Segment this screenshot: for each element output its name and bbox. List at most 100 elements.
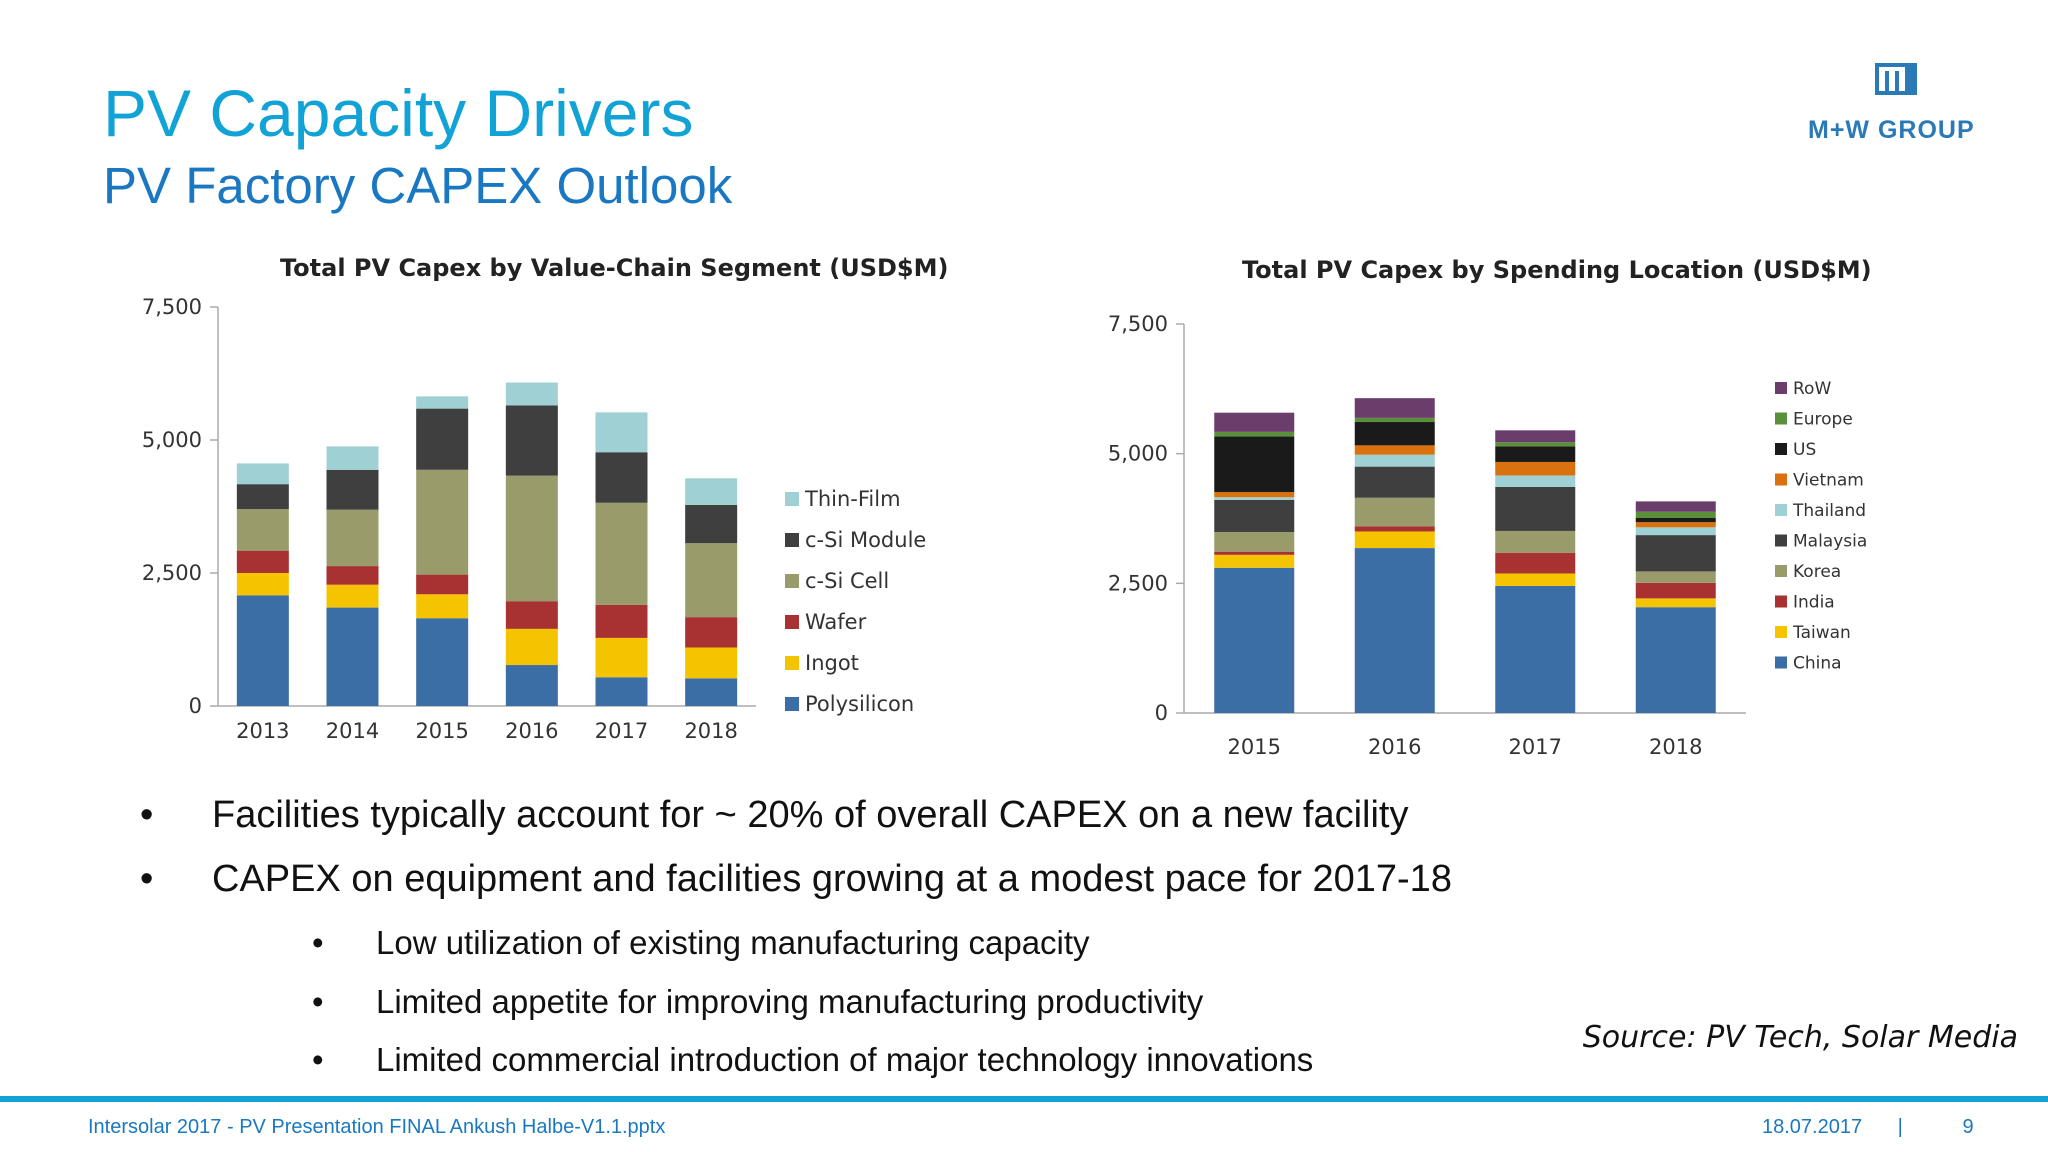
x-tick-label: 2013 (236, 719, 289, 743)
legend-swatch (1775, 443, 1787, 455)
bar-segment (236, 595, 289, 706)
bar-segment (326, 607, 379, 706)
bar-segment (685, 478, 738, 505)
bar-segment (236, 550, 289, 573)
bar-segment (1635, 607, 1716, 713)
bullet-text: Limited appetite for improving manufactu… (376, 983, 1204, 1020)
x-tick-label: 2016 (505, 719, 558, 743)
bar-segment (1354, 417, 1435, 423)
y-tick-label: 7,500 (142, 295, 202, 319)
bar-segment (1354, 526, 1435, 532)
legend-swatch (1775, 595, 1787, 608)
x-tick-label: 2015 (1228, 735, 1281, 759)
legend-swatch (1775, 473, 1787, 486)
bar-segment (595, 637, 648, 678)
bar-segment (505, 665, 558, 706)
bar-segment (236, 463, 289, 485)
legend-swatch (785, 533, 799, 547)
bar-segment (1354, 454, 1435, 467)
x-tick-label: 2017 (1509, 735, 1562, 759)
chart-spending-location: 0 2,500 5,000 7,500 2015 2016 2017 2018 RoW Europ… (1108, 312, 1867, 759)
bar-segment (685, 504, 738, 544)
legend-label: US (1793, 440, 1816, 460)
bar-segment (1214, 431, 1295, 437)
bullet-text: Facilities typically account for ~ 20% o… (212, 794, 1409, 836)
bar-segment (1214, 551, 1295, 555)
legend-swatch (785, 615, 799, 629)
bar-segment (1214, 492, 1295, 498)
footer-meta: 18.07.2017 | 9 (1762, 1116, 1974, 1139)
bar-segment (1495, 552, 1576, 574)
legend-swatch (785, 656, 799, 670)
y-tick-label: 2,500 (142, 561, 202, 585)
legend-swatch (1775, 626, 1787, 638)
legend-label: Taiwan (1792, 623, 1851, 643)
chart-value-chain-segment: 0 2,500 5,000 7,500 2013 2014 2015 2016 2017 2018… (142, 295, 926, 743)
legend-label: Europe (1793, 410, 1853, 430)
legend-label: Thin-Film (804, 487, 901, 511)
footer-filename: Intersolar 2017 - PV Presentation FINAL … (88, 1116, 666, 1138)
bar-segment (236, 573, 289, 596)
bar-segment (1495, 430, 1576, 443)
bar-segment (1214, 531, 1295, 552)
bar-segment (1214, 554, 1295, 568)
bar-segment (1635, 598, 1716, 608)
legend-label: Ingot (805, 651, 859, 675)
legend-swatch (1775, 565, 1787, 577)
bar-segment (685, 617, 738, 648)
logo-text: M+W GROUP (1808, 116, 1975, 144)
bar-segment (595, 502, 648, 605)
x-tick-label: 2014 (326, 719, 379, 743)
bar-segment (1635, 582, 1716, 599)
bar-segment (1354, 422, 1435, 446)
bar-segment (595, 604, 648, 638)
legend-label: c-Si Module (805, 528, 926, 552)
legend-label: c-Si Cell (805, 569, 889, 593)
x-tick-label: 2016 (1368, 735, 1421, 759)
y-tick-label: 0 (1155, 701, 1168, 725)
bar-segment (1354, 531, 1435, 549)
bar-segment (505, 628, 558, 666)
y-tick-label: 5,000 (142, 428, 202, 452)
bullet-dot: • (312, 924, 324, 961)
footer-date: 18.07.2017 (1762, 1116, 1863, 1138)
bar-segment (1495, 486, 1576, 531)
legend-swatch (785, 574, 799, 588)
bullet-text: Low utilization of existing manufacturin… (376, 924, 1090, 961)
x-tick-label: 2018 (1649, 735, 1702, 759)
bar-segment (595, 452, 648, 503)
bar-segment (326, 446, 379, 470)
bar-segment (236, 509, 289, 551)
bar-segment (1354, 466, 1435, 498)
bar-segment (326, 566, 379, 585)
legend-label: Thailand (1792, 501, 1866, 521)
legend-swatch (1775, 534, 1787, 547)
page-number: 9 (1962, 1116, 1974, 1138)
bar-segment (685, 543, 738, 618)
bar-segment (1495, 573, 1576, 586)
bullet-dot: • (140, 858, 154, 900)
bar-segment (1635, 522, 1716, 528)
legend-label: Polysilicon (805, 692, 914, 716)
bar-segment (1635, 535, 1716, 572)
bar-segment (505, 382, 558, 406)
slide-subtitle: PV Factory CAPEX Outlook (103, 157, 733, 214)
bar-segment (685, 647, 738, 679)
bar-segment (505, 405, 558, 476)
bar-segment (1354, 445, 1435, 455)
legend-label: India (1793, 593, 1835, 613)
legend-swatch (785, 697, 799, 711)
legend-swatch (1775, 382, 1787, 394)
bar-segment (505, 601, 558, 629)
bar-segment (416, 408, 469, 470)
bar-segment (685, 678, 738, 706)
source-note: Source: PV Tech, Solar Media (1582, 1020, 2018, 1055)
bar-segment (326, 469, 379, 510)
chart1-title: Total PV Capex by Value-Chain Segment (U… (280, 254, 949, 282)
legend-label: China (1793, 654, 1842, 674)
y-tick-label: 2,500 (1108, 571, 1168, 595)
legend-label: Vietnam (1793, 471, 1864, 491)
bar-segment (1495, 475, 1576, 487)
bar-segment (1354, 548, 1435, 713)
bar-segment (1495, 461, 1576, 476)
